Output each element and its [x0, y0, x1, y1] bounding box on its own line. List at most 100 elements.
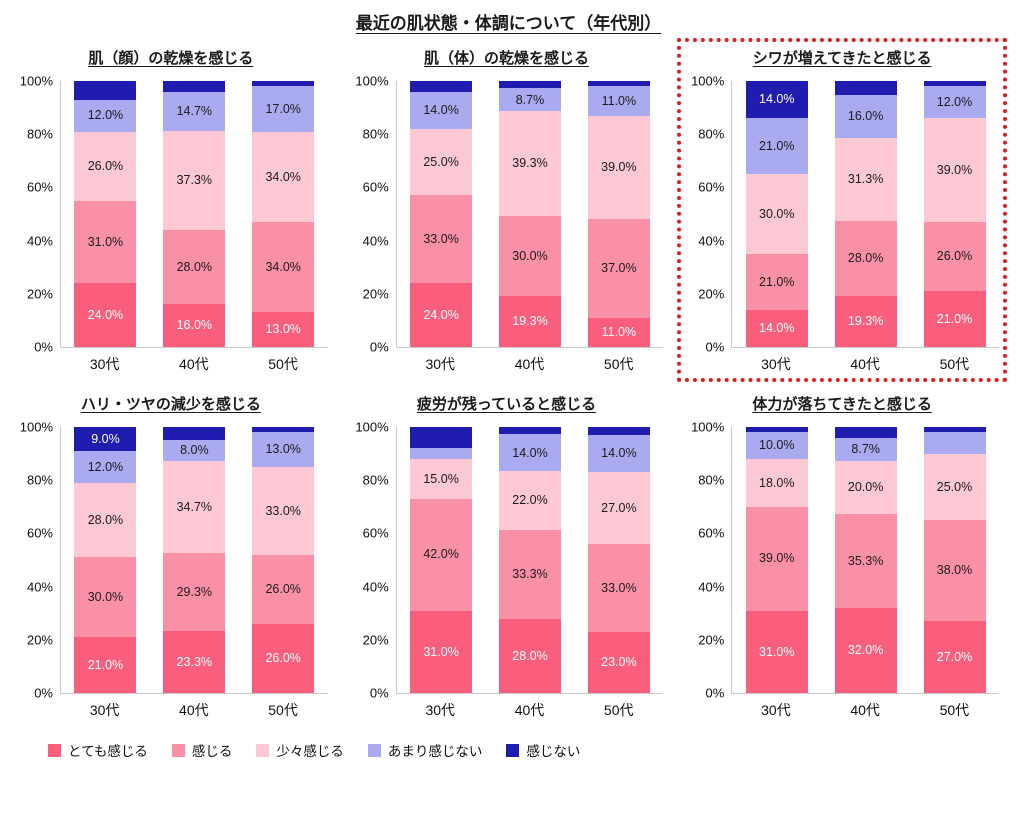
x-axis: 30代 40代 50代: [396, 354, 664, 374]
bar-segment: 25.0%: [410, 128, 473, 196]
segment-value-label: 30.0%: [87, 589, 124, 604]
bar-segment: 16.0%: [834, 95, 897, 138]
y-tick-label: 60%: [26, 525, 53, 541]
x-axis-label: 30代: [89, 702, 120, 718]
bar-segment: 12.0%: [923, 86, 986, 119]
x-axis-label: 50代: [939, 702, 970, 718]
y-tick-label: 100%: [19, 419, 53, 435]
bar-segment: 27.0%: [587, 472, 650, 545]
y-axis: 100% 80% 60% 40% 20% 0%: [14, 74, 60, 355]
stacked-bar-50代: 11.0% 37.0% 39.0% 11.0%: [587, 81, 650, 347]
segment-value-label: 14.0%: [601, 446, 637, 461]
chart-body: 100% 80% 60% 40% 20% 0% 31.0% 39.0% 18.0% 10.0% 32…: [685, 420, 999, 701]
segment-value-label: 37.0%: [601, 261, 637, 276]
y-axis: 100% 80% 60% 40% 20% 0%: [14, 420, 60, 701]
bar-segment: 21.0%: [745, 253, 808, 310]
segment-value-label: 14.0%: [423, 103, 459, 118]
bar-segment: 14.0%: [745, 309, 808, 347]
segment-value-label: 28.0%: [87, 512, 124, 527]
x-axis: 30代 40代 50代: [731, 700, 999, 720]
bar-segment: 19.3%: [834, 295, 897, 347]
x-axis-label: 50代: [603, 356, 634, 372]
bar-segment: [410, 448, 473, 459]
segment-value-label: 34.0%: [265, 259, 301, 274]
y-axis: 100% 80% 60% 40% 20% 0%: [685, 74, 731, 355]
stacked-bar-30代: 31.0% 39.0% 18.0% 10.0%: [745, 427, 808, 693]
segment-value-label: 34.0%: [265, 169, 301, 184]
bar-segment: [745, 427, 808, 433]
bar-segment: 39.0%: [745, 506, 808, 611]
bar-segment: 26.0%: [252, 554, 315, 624]
segment-value-label: 37.3%: [176, 173, 213, 188]
bar-segment: 34.0%: [252, 221, 315, 313]
bar-segment: 11.0%: [587, 317, 650, 347]
y-tick-label: 80%: [26, 126, 53, 142]
y-tick-label: 40%: [362, 579, 389, 595]
segment-value-label: 12.0%: [87, 459, 124, 474]
chart-body: 100% 80% 60% 40% 20% 0% 31.0% 42.0% 15.0% 28.0% 33…: [350, 420, 664, 701]
legend-swatch: [171, 743, 185, 757]
bar-segment: 33.0%: [410, 195, 473, 284]
segment-value-label: 14.0%: [759, 92, 795, 107]
bar-segment: 12.0%: [74, 99, 137, 132]
chart-title: ハリ・ツヤの減少を感じる: [80, 396, 261, 413]
bar-segment: 42.0%: [410, 498, 473, 611]
bar-segment: 14.0%: [587, 435, 650, 473]
stacked-bar-30代: 24.0% 31.0% 26.0% 12.0%: [74, 81, 137, 347]
y-tick-label: 80%: [362, 126, 389, 142]
bar-segment: 31.0%: [745, 610, 808, 693]
y-tick-label: 40%: [362, 233, 389, 249]
segment-value-label: 14.0%: [759, 321, 795, 336]
segment-value-label: 30.0%: [512, 248, 548, 263]
chart-body: 100% 80% 60% 40% 20% 0% 14.0% 21.0% 30.0% 21.0% 14…: [685, 74, 999, 355]
stacked-bar-40代: 23.3% 29.3% 34.7% 8.0%: [163, 427, 226, 693]
y-tick-label: 20%: [26, 632, 53, 648]
segment-value-label: 29.3%: [176, 584, 213, 599]
bar-segment: 24.0%: [74, 283, 137, 347]
bar-segment: 19.3%: [498, 295, 561, 347]
bar-segment: [252, 81, 315, 87]
bar-segment: [410, 81, 473, 92]
bar-segment: 21.0%: [923, 291, 986, 347]
stacked-bar-50代: 13.0% 34.0% 34.0% 17.0%: [252, 81, 315, 347]
bar-segment: 37.0%: [587, 219, 650, 318]
bar-segment: 28.0%: [834, 221, 897, 296]
bar-segment: [410, 427, 473, 449]
legend-item: とても感じる: [48, 740, 148, 760]
bar-segment: [163, 427, 226, 440]
bar-segment: [923, 432, 986, 454]
x-axis-label: 30代: [425, 356, 456, 372]
legend-swatch: [506, 743, 520, 757]
segment-value-label: 19.3%: [512, 314, 548, 329]
bar-segment: 11.0%: [587, 86, 650, 116]
segment-value-label: 25.0%: [936, 479, 973, 494]
y-tick-label: 40%: [698, 233, 725, 249]
bar-segment: [498, 81, 561, 89]
legend-item: 少々感じる: [256, 740, 344, 760]
segment-value-label: 28.0%: [176, 259, 213, 274]
segment-value-label: 24.0%: [423, 307, 459, 322]
page-title: 最近の肌状態・体調について（年代別）: [355, 14, 662, 33]
bar-segment: 21.0%: [745, 118, 808, 175]
plot-area: 14.0% 21.0% 30.0% 21.0% 14.0% 19.3% 28.0% 31.3%…: [731, 81, 999, 348]
x-axis: 30代 40代 50代: [731, 354, 999, 374]
y-tick-label: 0%: [34, 339, 53, 355]
segment-value-label: 31.0%: [87, 234, 124, 249]
bar-segment: 14.0%: [410, 91, 473, 129]
bar-segment: [587, 427, 650, 436]
y-tick-label: 40%: [26, 233, 53, 249]
segment-value-label: 22.0%: [512, 493, 548, 508]
segment-value-label: 25.0%: [423, 154, 459, 169]
bar-segment: 27.0%: [923, 621, 986, 693]
segment-value-label: 12.0%: [936, 95, 973, 110]
segment-value-label: 21.0%: [759, 274, 795, 289]
y-tick-label: 40%: [26, 579, 53, 595]
bar-segment: 34.0%: [252, 131, 315, 222]
legend-label: とても感じる: [68, 744, 148, 759]
y-tick-label: 20%: [362, 632, 389, 648]
x-axis-label: 40代: [514, 356, 545, 372]
segment-value-label: 21.0%: [936, 311, 973, 326]
bar-segment: 33.3%: [498, 529, 561, 619]
y-tick-label: 80%: [26, 472, 53, 488]
bar-segment: 31.0%: [74, 200, 137, 284]
